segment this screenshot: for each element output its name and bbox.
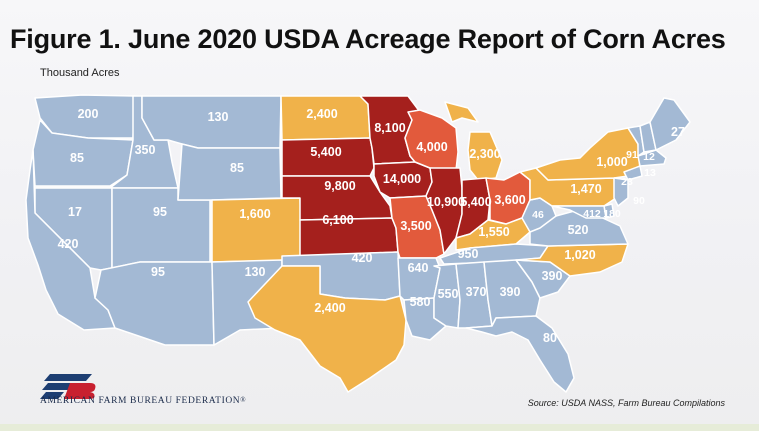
state-acres-label-wi: 4,000	[416, 140, 447, 154]
state-acres-label-me: 27	[671, 125, 685, 139]
afbf-logo-mark	[40, 374, 96, 399]
state-acres-label-va: 520	[568, 223, 589, 237]
registered-mark: ®	[240, 396, 247, 404]
state-acres-label-mo: 3,500	[400, 219, 431, 233]
state-acres-label-ar: 640	[408, 261, 429, 275]
state-acres-label-wa: 200	[78, 107, 99, 121]
state-acres-label-ks: 6,100	[322, 213, 353, 227]
state-region-wa	[34, 94, 136, 139]
state-labels: 200 85 350 130 17 420 95 95 85 1,600 130 2,400 5,400…	[58, 107, 685, 345]
logo-stripe	[40, 392, 64, 399]
logo-stripe	[44, 374, 92, 381]
state-acres-label-nc: 1,020	[564, 248, 595, 262]
state-region-tx	[247, 265, 407, 393]
state-acres-label-co: 1,600	[239, 207, 270, 221]
map-title: Figure 1. June 2020 USDA Acreage Report …	[10, 24, 726, 54]
state-acres-label-or: 85	[70, 151, 84, 165]
unit-label: Thousand Acres	[40, 67, 120, 79]
state-acres-label-wv: 46	[532, 209, 544, 221]
state-acres-label-ut: 95	[153, 205, 167, 219]
state-region-ma	[637, 149, 667, 167]
state-acres-label-mi: 2,300	[469, 147, 500, 161]
state-acres-label-ct: 23	[621, 176, 633, 188]
state-region-fl	[465, 315, 575, 393]
state-acres-label-il: 10,900	[427, 195, 465, 209]
state-acres-label-la: 580	[410, 295, 431, 309]
state-acres-label-ne: 9,800	[324, 179, 355, 193]
state-acres-label-tx: 2,400	[314, 301, 345, 315]
logo-red-b	[64, 383, 96, 399]
state-region-vt	[627, 125, 645, 157]
source-note: Source: USDA NASS, Farm Bureau Compilati…	[527, 398, 725, 408]
state-acres-label-pa: 1,470	[570, 182, 601, 196]
state-acres-label-tn: 950	[458, 247, 479, 261]
state-acres-label-ia: 14,000	[383, 172, 421, 186]
state-region-nj	[613, 177, 629, 207]
state-acres-label-vt: 91	[626, 149, 638, 161]
state-acres-label-ma: 13	[644, 167, 656, 179]
afbf-logo	[40, 374, 96, 399]
state-acres-label-nj: 90	[633, 195, 645, 207]
state-region-ct	[623, 165, 643, 181]
state-acres-label-ms: 550	[438, 287, 459, 301]
state-acres-label-nh: 12	[643, 151, 655, 163]
state-acres-label-sc: 390	[542, 269, 563, 283]
state-acres-label-mn: 8,100	[374, 121, 405, 135]
state-region-va	[529, 209, 629, 247]
state-acres-label-ky: 1,550	[478, 225, 509, 239]
state-region-md	[551, 205, 607, 219]
state-acres-label-md: 412	[583, 208, 601, 220]
state-acres-label-nd: 2,400	[306, 107, 337, 121]
organization-name-text: AMERICAN FARM BUREAU FEDERATION	[40, 396, 241, 406]
state-acres-label-nm: 130	[245, 265, 266, 279]
state-acres-label-de: 180	[603, 208, 621, 220]
organization-name: AMERICAN FARM BUREAU FEDERATION®	[40, 396, 246, 406]
state-acres-label-id: 350	[135, 143, 156, 157]
state-acres-label-mt: 130	[208, 110, 229, 124]
state-region-mi	[444, 101, 503, 181]
state-acres-label-al: 370	[466, 285, 487, 299]
state-region-me	[649, 97, 691, 151]
state-acres-label-fl: 80	[543, 331, 557, 345]
state-region-az	[94, 261, 215, 346]
bottom-band	[0, 424, 759, 431]
state-acres-label-ok: 420	[352, 251, 373, 265]
state-acres-label-ga: 390	[500, 285, 521, 299]
state-acres-label-nv: 17	[68, 205, 82, 219]
state-acres-label-ny: 1,000	[596, 155, 627, 169]
state-acres-label-oh: 3,600	[494, 193, 525, 207]
state-regions	[25, 94, 691, 393]
state-acres-label-sd: 5,400	[310, 145, 341, 159]
state-acres-label-in: 5,400	[460, 195, 491, 209]
state-region-ca	[25, 149, 116, 331]
state-acres-label-wy: 85	[230, 161, 244, 175]
state-acres-label-az: 95	[151, 265, 165, 279]
state-acres-label-ca: 420	[58, 237, 79, 251]
